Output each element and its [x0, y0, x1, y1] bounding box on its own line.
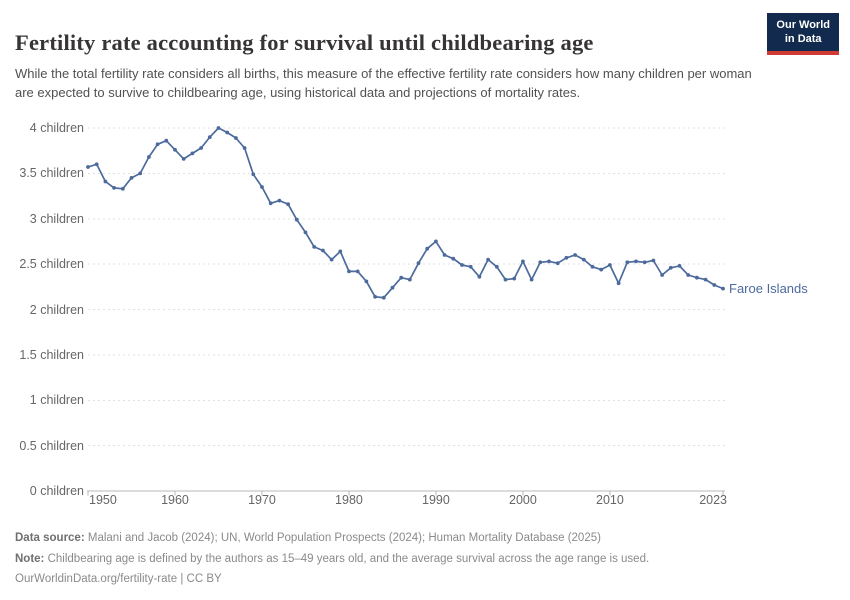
owid-url-link[interactable]: OurWorldinData.org/fertility-rate	[15, 573, 178, 585]
x-axis-label: 1960	[161, 493, 189, 507]
note-line: Note: Childbearing age is defined by the…	[15, 549, 815, 570]
data-source-line: Data source: Malani and Jacob (2024); UN…	[15, 528, 815, 549]
page-title: Fertility rate accounting for survival u…	[15, 30, 594, 56]
x-axis-label: 1970	[248, 493, 276, 507]
y-axis-label: 4 children	[29, 121, 84, 135]
note-text: Childbearing age is defined by the autho…	[47, 552, 650, 565]
chart-footer: Data source: Malani and Jacob (2024); UN…	[15, 528, 815, 590]
y-axis-label: 3.5 children	[19, 166, 84, 181]
x-axis-label: 2010	[596, 493, 624, 507]
chart-canvas[interactable]	[0, 115, 850, 515]
y-axis-label: 1.5 children	[19, 347, 84, 362]
license-text: CC BY	[186, 573, 222, 585]
note-label: Note:	[15, 552, 45, 565]
y-axis-label: 3 children	[29, 211, 84, 226]
y-axis-label: 0.5 children	[19, 438, 84, 453]
license-line: OurWorldinData.org/fertility-rate | CC B…	[15, 569, 815, 590]
y-axis-label: 1 children	[29, 393, 84, 408]
y-axis-label: 2.5 children	[19, 257, 84, 272]
x-axis-label: 2000	[509, 493, 537, 507]
owid-logo-line2: in Data	[784, 32, 822, 45]
y-axis-label: 2 children	[29, 302, 84, 317]
owid-logo[interactable]: Our World in Data	[767, 13, 839, 55]
data-source-label: Data source:	[15, 532, 85, 544]
series-label-faroe-islands[interactable]: Faroe Islands	[729, 280, 808, 296]
data-source-text: Malani and Jacob (2024); UN, World Popul…	[87, 532, 601, 544]
license-separator: |	[180, 573, 184, 585]
y-axis-label: 0 children	[29, 484, 84, 498]
x-axis-label: 1980	[335, 493, 363, 507]
chart-subtitle: While the total fertility rate considers…	[15, 66, 752, 100]
x-axis-label: 1950	[89, 493, 117, 507]
x-axis-label: 1990	[422, 493, 450, 507]
x-axis-label: 2023	[699, 493, 727, 507]
owid-logo-line1: Our World	[776, 19, 830, 31]
